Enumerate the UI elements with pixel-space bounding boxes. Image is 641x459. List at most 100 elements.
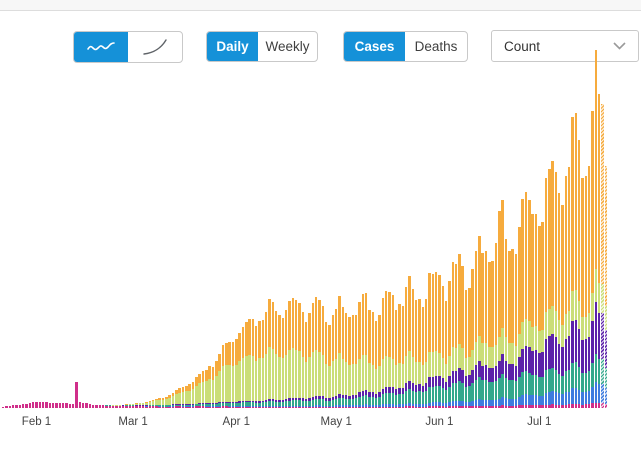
bar-day-107[interactable]	[358, 302, 361, 408]
bar-day-134[interactable]	[448, 281, 451, 408]
bar-day-50[interactable]	[168, 395, 171, 408]
bar-day-123[interactable]	[411, 289, 414, 408]
bar-day-25[interactable]	[85, 403, 88, 408]
bar-day-54[interactable]	[181, 387, 185, 408]
bar-day-165[interactable]	[551, 161, 554, 408]
bar-day-173[interactable]	[578, 139, 581, 408]
bar-day-154[interactable]	[514, 253, 518, 408]
bar-day-144[interactable]	[481, 252, 484, 408]
bar-day-63[interactable]	[211, 366, 215, 408]
bar-day-137[interactable]	[458, 253, 461, 408]
bar-day-147[interactable]	[491, 261, 494, 408]
bar-day-30[interactable]	[101, 404, 105, 408]
bar-day-101[interactable]	[338, 295, 341, 408]
bar-day-125[interactable]	[418, 298, 421, 408]
bar-day-69[interactable]	[231, 342, 235, 408]
bar-day-178[interactable]	[594, 49, 598, 408]
bar-day-113[interactable]	[378, 314, 381, 408]
bar-day-27[interactable]	[91, 404, 95, 408]
bar-day-61[interactable]	[205, 369, 208, 408]
bar-day-177[interactable]	[591, 111, 594, 408]
bar-day-15[interactable]	[51, 402, 55, 408]
bar-day-18[interactable]	[61, 402, 65, 408]
bar-day-29[interactable]	[98, 405, 101, 408]
bar-day-10[interactable]	[35, 401, 38, 408]
bar-day-42[interactable]	[141, 402, 145, 408]
bar-day-76[interactable]	[255, 326, 258, 408]
bar-day-109[interactable]	[364, 292, 368, 408]
bar-day-181[interactable]	[604, 165, 608, 409]
bar-day-60[interactable]	[201, 370, 205, 408]
bar-day-120[interactable]	[401, 306, 404, 408]
bar-day-24[interactable]	[81, 402, 85, 408]
toggle-cumulative-view[interactable]	[128, 32, 182, 62]
bar-day-111[interactable]	[371, 312, 375, 408]
bar-day-117[interactable]	[391, 294, 394, 408]
bar-day-4[interactable]	[15, 404, 18, 408]
bar-day-148[interactable]	[494, 243, 498, 408]
bar-day-130[interactable]	[434, 272, 438, 408]
bar-day-51[interactable]	[171, 393, 175, 408]
bar-day-9[interactable]	[31, 402, 35, 408]
bar-day-66[interactable]	[221, 345, 225, 408]
daily-button[interactable]: Daily	[207, 32, 259, 61]
bar-day-138[interactable]	[461, 265, 464, 408]
bar-day-13[interactable]	[45, 402, 48, 408]
bar-day-141[interactable]	[471, 269, 474, 408]
bar-day-36[interactable]	[121, 404, 125, 408]
bar-day-133[interactable]	[444, 300, 448, 408]
bar-day-145[interactable]	[484, 251, 488, 408]
bar-day-151[interactable]	[504, 239, 508, 408]
bar-day-26[interactable]	[88, 404, 91, 408]
bar-day-122[interactable]	[408, 275, 411, 408]
bar-day-99[interactable]	[331, 314, 335, 408]
bar-day-127[interactable]	[424, 299, 428, 408]
bar-day-43[interactable]	[145, 402, 148, 408]
bar-day-34[interactable]	[115, 405, 118, 408]
bar-day-70[interactable]	[235, 339, 238, 408]
bar-day-22[interactable]	[75, 382, 78, 408]
bar-day-169[interactable]	[564, 176, 568, 408]
bar-day-73[interactable]	[245, 321, 248, 408]
bar-day-146[interactable]	[488, 261, 491, 408]
bar-day-180[interactable]	[601, 103, 605, 409]
bar-day-156[interactable]	[521, 199, 524, 408]
bar-day-158[interactable]	[528, 200, 531, 408]
bar-day-57[interactable]	[191, 381, 195, 408]
bar-day-86[interactable]	[288, 301, 291, 408]
bar-day-17[interactable]	[58, 402, 62, 408]
bar-day-71[interactable]	[238, 332, 241, 408]
bar-day-72[interactable]	[241, 326, 245, 408]
bar-day-12[interactable]	[41, 402, 45, 408]
bar-day-6[interactable]	[21, 404, 25, 408]
bar-day-153[interactable]	[511, 248, 514, 408]
bar-day-129[interactable]	[431, 274, 434, 408]
bar-day-110[interactable]	[368, 309, 371, 408]
bar-day-20[interactable]	[68, 403, 72, 408]
bar-day-149[interactable]	[498, 210, 501, 408]
bar-day-77[interactable]	[258, 320, 261, 408]
bar-day-65[interactable]	[218, 353, 221, 408]
bar-day-161[interactable]	[538, 226, 541, 408]
bar-day-115[interactable]	[384, 291, 388, 408]
bar-day-47[interactable]	[158, 398, 161, 408]
bar-day-90[interactable]	[301, 312, 305, 408]
bar-day-94[interactable]	[314, 297, 318, 408]
bar-day-95[interactable]	[318, 299, 321, 408]
bar-day-23[interactable]	[78, 402, 82, 408]
bar-day-14[interactable]	[48, 402, 52, 408]
bar-day-79[interactable]	[265, 312, 268, 408]
bar-day-168[interactable]	[561, 204, 564, 408]
bar-day-1[interactable]	[5, 406, 8, 408]
bar-day-159[interactable]	[531, 214, 534, 408]
bar-day-92[interactable]	[308, 312, 311, 408]
bar-day-85[interactable]	[285, 310, 288, 408]
bar-day-121[interactable]	[404, 287, 408, 408]
bar-day-8[interactable]	[28, 403, 32, 408]
bar-day-96[interactable]	[321, 305, 325, 408]
bar-day-84[interactable]	[281, 317, 285, 408]
bar-day-45[interactable]	[151, 399, 155, 408]
bar-day-58[interactable]	[195, 377, 198, 408]
bar-day-140[interactable]	[468, 287, 471, 408]
bar-day-150[interactable]	[501, 200, 504, 408]
